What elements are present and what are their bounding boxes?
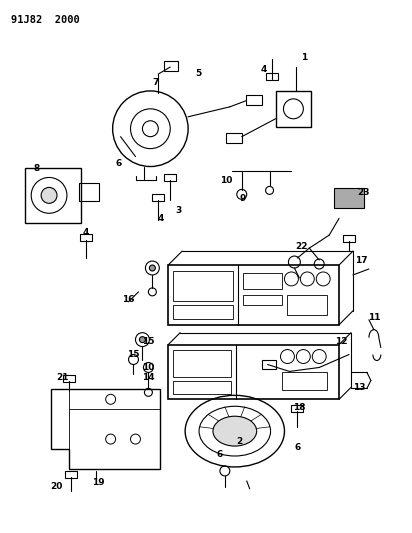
Text: 10: 10	[220, 176, 232, 185]
Bar	[243, 295, 283, 305]
Bar	[266, 73, 278, 80]
Text: 19: 19	[92, 478, 105, 487]
Bar	[173, 382, 231, 394]
Bar	[168, 265, 339, 325]
Text: 91J82  2000: 91J82 2000	[11, 15, 80, 25]
Text: 3: 3	[175, 206, 181, 215]
Bar	[173, 271, 233, 301]
Text: 20: 20	[50, 482, 62, 491]
Bar	[164, 61, 178, 71]
Text: 9: 9	[239, 194, 246, 203]
Circle shape	[150, 265, 155, 271]
Bar	[226, 133, 242, 143]
Text: 23: 23	[358, 188, 370, 197]
Text: 13: 13	[353, 383, 365, 392]
Text: 7: 7	[152, 78, 159, 87]
Bar	[243, 273, 283, 289]
Text: 15: 15	[142, 337, 154, 346]
Bar	[79, 183, 99, 201]
Bar	[168, 345, 339, 399]
Bar	[246, 95, 262, 105]
Bar	[152, 195, 164, 201]
Text: 12: 12	[335, 337, 347, 346]
Text: 15: 15	[127, 350, 140, 359]
Bar	[65, 471, 77, 478]
Text: 10: 10	[142, 363, 154, 372]
Text: 4: 4	[260, 64, 267, 74]
Text: 21: 21	[57, 373, 69, 382]
Circle shape	[41, 188, 57, 203]
Bar	[276, 91, 311, 127]
Bar	[262, 360, 276, 369]
Text: 5: 5	[195, 69, 201, 77]
Text: 6: 6	[294, 442, 300, 451]
Text: 2: 2	[236, 437, 243, 446]
Text: 18: 18	[293, 403, 306, 412]
Text: 17: 17	[355, 255, 367, 264]
Bar	[173, 350, 231, 377]
Bar	[288, 295, 327, 315]
Bar	[63, 375, 75, 382]
Bar	[343, 235, 355, 242]
Bar	[173, 305, 233, 319]
Text: 14: 14	[142, 373, 154, 382]
Bar	[80, 234, 92, 241]
Circle shape	[139, 337, 145, 343]
Text: 6: 6	[115, 159, 122, 168]
Text: 22: 22	[295, 241, 308, 251]
Text: 1: 1	[301, 53, 307, 62]
Text: 8: 8	[33, 164, 39, 173]
Text: 4: 4	[83, 228, 89, 237]
Text: 16: 16	[122, 295, 135, 304]
Bar	[164, 174, 176, 181]
Text: 11: 11	[368, 313, 380, 322]
Text: 4: 4	[157, 214, 164, 223]
Bar	[25, 167, 81, 223]
Bar	[283, 373, 327, 390]
Text: 6: 6	[217, 449, 223, 458]
Bar	[291, 405, 303, 412]
Ellipse shape	[213, 416, 257, 446]
Bar	[334, 188, 364, 208]
